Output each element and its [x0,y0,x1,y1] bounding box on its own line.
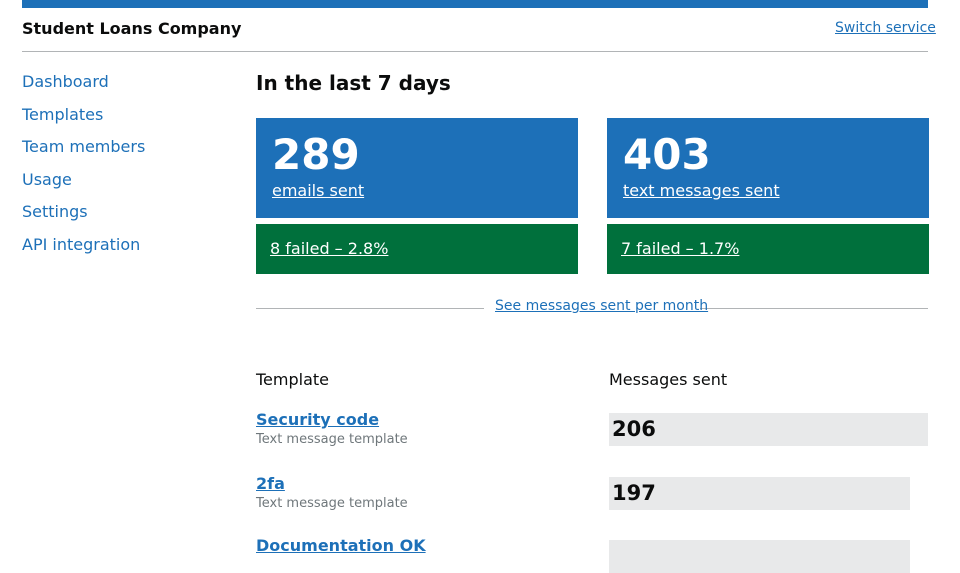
template-link[interactable]: 2fa [256,474,285,493]
top-bar [22,0,928,8]
nav-link[interactable]: Settings [22,202,88,221]
template-link[interactable]: Security code [256,410,380,429]
template-link[interactable]: Documentation OK [256,536,426,555]
column-header: Template [256,370,330,389]
usage-bar [609,540,910,573]
page: Dashboard {"header":{"service":"Student … [22,0,936,573]
total-link[interactable]: emails sent [272,181,365,200]
heading: In the last 7 days [256,71,451,95]
switch-service-link[interactable]: Switch service [835,20,936,36]
body: Student Loans Company Switch service Das… [22,0,936,573]
template-type: Text message template [256,432,408,447]
nav-link[interactable]: Templates [22,105,104,124]
template-type: Text message template [256,496,408,511]
nav-link[interactable]: Dashboard [22,72,109,91]
nav-link[interactable]: API integration [22,235,141,254]
column-header: Messages sent [609,370,728,389]
sent-count: 197 [612,481,656,505]
separator [700,308,928,309]
usage-bar: 197 [609,477,910,510]
total-link[interactable]: text messages sent [623,181,780,200]
nav-link[interactable]: Team members [22,137,146,156]
failed-box: 7 failed – 1.7% [607,224,929,274]
usage-bar: 206 [609,413,928,446]
count: 403 [623,130,711,179]
nav-link[interactable]: Usage [22,170,72,189]
failed-link[interactable]: 7 failed – 1.7% [621,239,740,258]
failed-box: 8 failed – 2.8% [256,224,578,274]
total-box: 403 text messages sent [607,118,929,218]
monthly-link[interactable]: See messages sent per month [495,298,709,314]
failed-link[interactable]: 8 failed – 2.8% [270,239,389,258]
separator [256,308,484,309]
count: 289 [272,130,360,179]
service-name: Student Loans Company [22,19,242,38]
total-box: 289 emails sent [256,118,578,218]
divider [22,51,928,52]
sent-count: 206 [612,417,656,441]
